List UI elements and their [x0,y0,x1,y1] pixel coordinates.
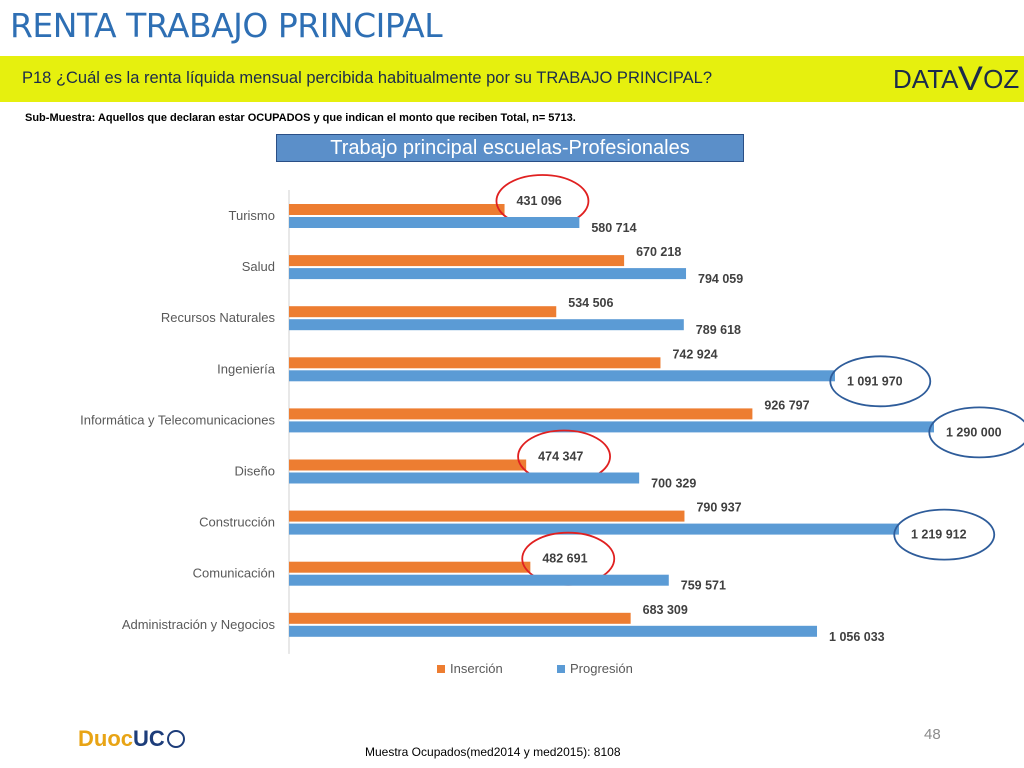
bar-progresion [289,523,899,535]
category-label: Diseño [235,464,275,479]
data-label: 534 506 [568,296,613,310]
data-label: 1 290 000 [946,425,1002,439]
category-label: Administración y Negocios [122,617,276,632]
bar-progresion [289,217,580,228]
bar-progresion [289,319,684,331]
data-label: 482 691 [542,552,587,566]
data-label: 580 714 [591,221,636,235]
data-label: 794 059 [698,272,743,286]
bar-insercion [289,459,527,471]
bar-progresion [289,268,687,280]
logo-text-left: DATA [893,63,959,94]
data-label: 670 218 [636,245,681,259]
bar-insercion [289,357,661,369]
bar-progresion [289,625,818,637]
page-number: 48 [924,726,941,743]
bar-chart: Turismo 431 096 580 714 Salud 670 218 794 059… [80,174,1024,676]
legend-label: Inserción [450,661,503,676]
category-label: Turismo [229,208,275,223]
logo-duoc-text: Duoc [78,726,133,751]
duoc-uc-logo: Duoc UC [78,726,185,752]
question-banner: P18 ¿Cuál es la renta líquida mensual pe… [0,56,1024,102]
data-label: 790 937 [696,501,741,515]
data-label: 700 329 [651,477,696,491]
bar-insercion [289,204,505,215]
subsample-note: Sub-Muestra: Aquellos que declaran estar… [25,112,576,124]
bar-progresion [289,370,835,382]
data-label: 759 571 [681,579,726,593]
datavoz-logo: DATA V OZ [893,61,1019,97]
logo-uc-text: UC [133,726,165,751]
highlight-circle [893,508,996,561]
sample-footnote: Muestra Ocupados(med2014 y med2015): 810… [365,745,621,759]
data-label: 1 056 033 [829,630,885,644]
data-label: 474 347 [538,450,583,464]
bar-insercion [289,612,631,624]
data-label: 926 797 [764,398,809,412]
seal-icon [166,730,185,748]
bar-insercion [289,306,557,318]
category-label: Construcción [199,515,275,530]
data-label: 789 618 [696,323,741,337]
category-label: Comunicación [193,566,275,581]
bar-progresion [289,574,669,586]
highlight-circle [829,355,932,408]
bar-insercion [289,408,753,420]
chart-title: Trabajo principal escuelas-Profesionales [276,134,744,162]
highlight-circle [928,406,1024,459]
data-label: 431 096 [517,194,562,208]
category-label: Ingeniería [217,361,276,376]
category-label: Informática y Telecomunicaciones [80,412,275,427]
bar-progresion [289,472,640,484]
legend-swatch [557,665,565,673]
bar-insercion [289,255,625,267]
bar-insercion [289,510,685,522]
category-label: Recursos Naturales [161,310,276,325]
category-label: Salud [242,259,275,274]
legend-label: Progresión [570,661,633,676]
data-label: 1 091 970 [847,374,903,388]
logo-v-mark: V [958,60,984,98]
question-text: P18 ¿Cuál es la renta líquida mensual pe… [22,69,712,87]
legend-swatch [437,665,445,673]
slide-title: RENTA TRABAJO PRINCIPAL [10,6,443,45]
bar-insercion [289,561,531,573]
data-label: 1 219 912 [911,528,967,542]
logo-text-right: OZ [983,63,1020,94]
bar-progresion [289,421,934,433]
data-label: 742 924 [672,347,717,361]
data-label: 683 309 [643,603,688,617]
